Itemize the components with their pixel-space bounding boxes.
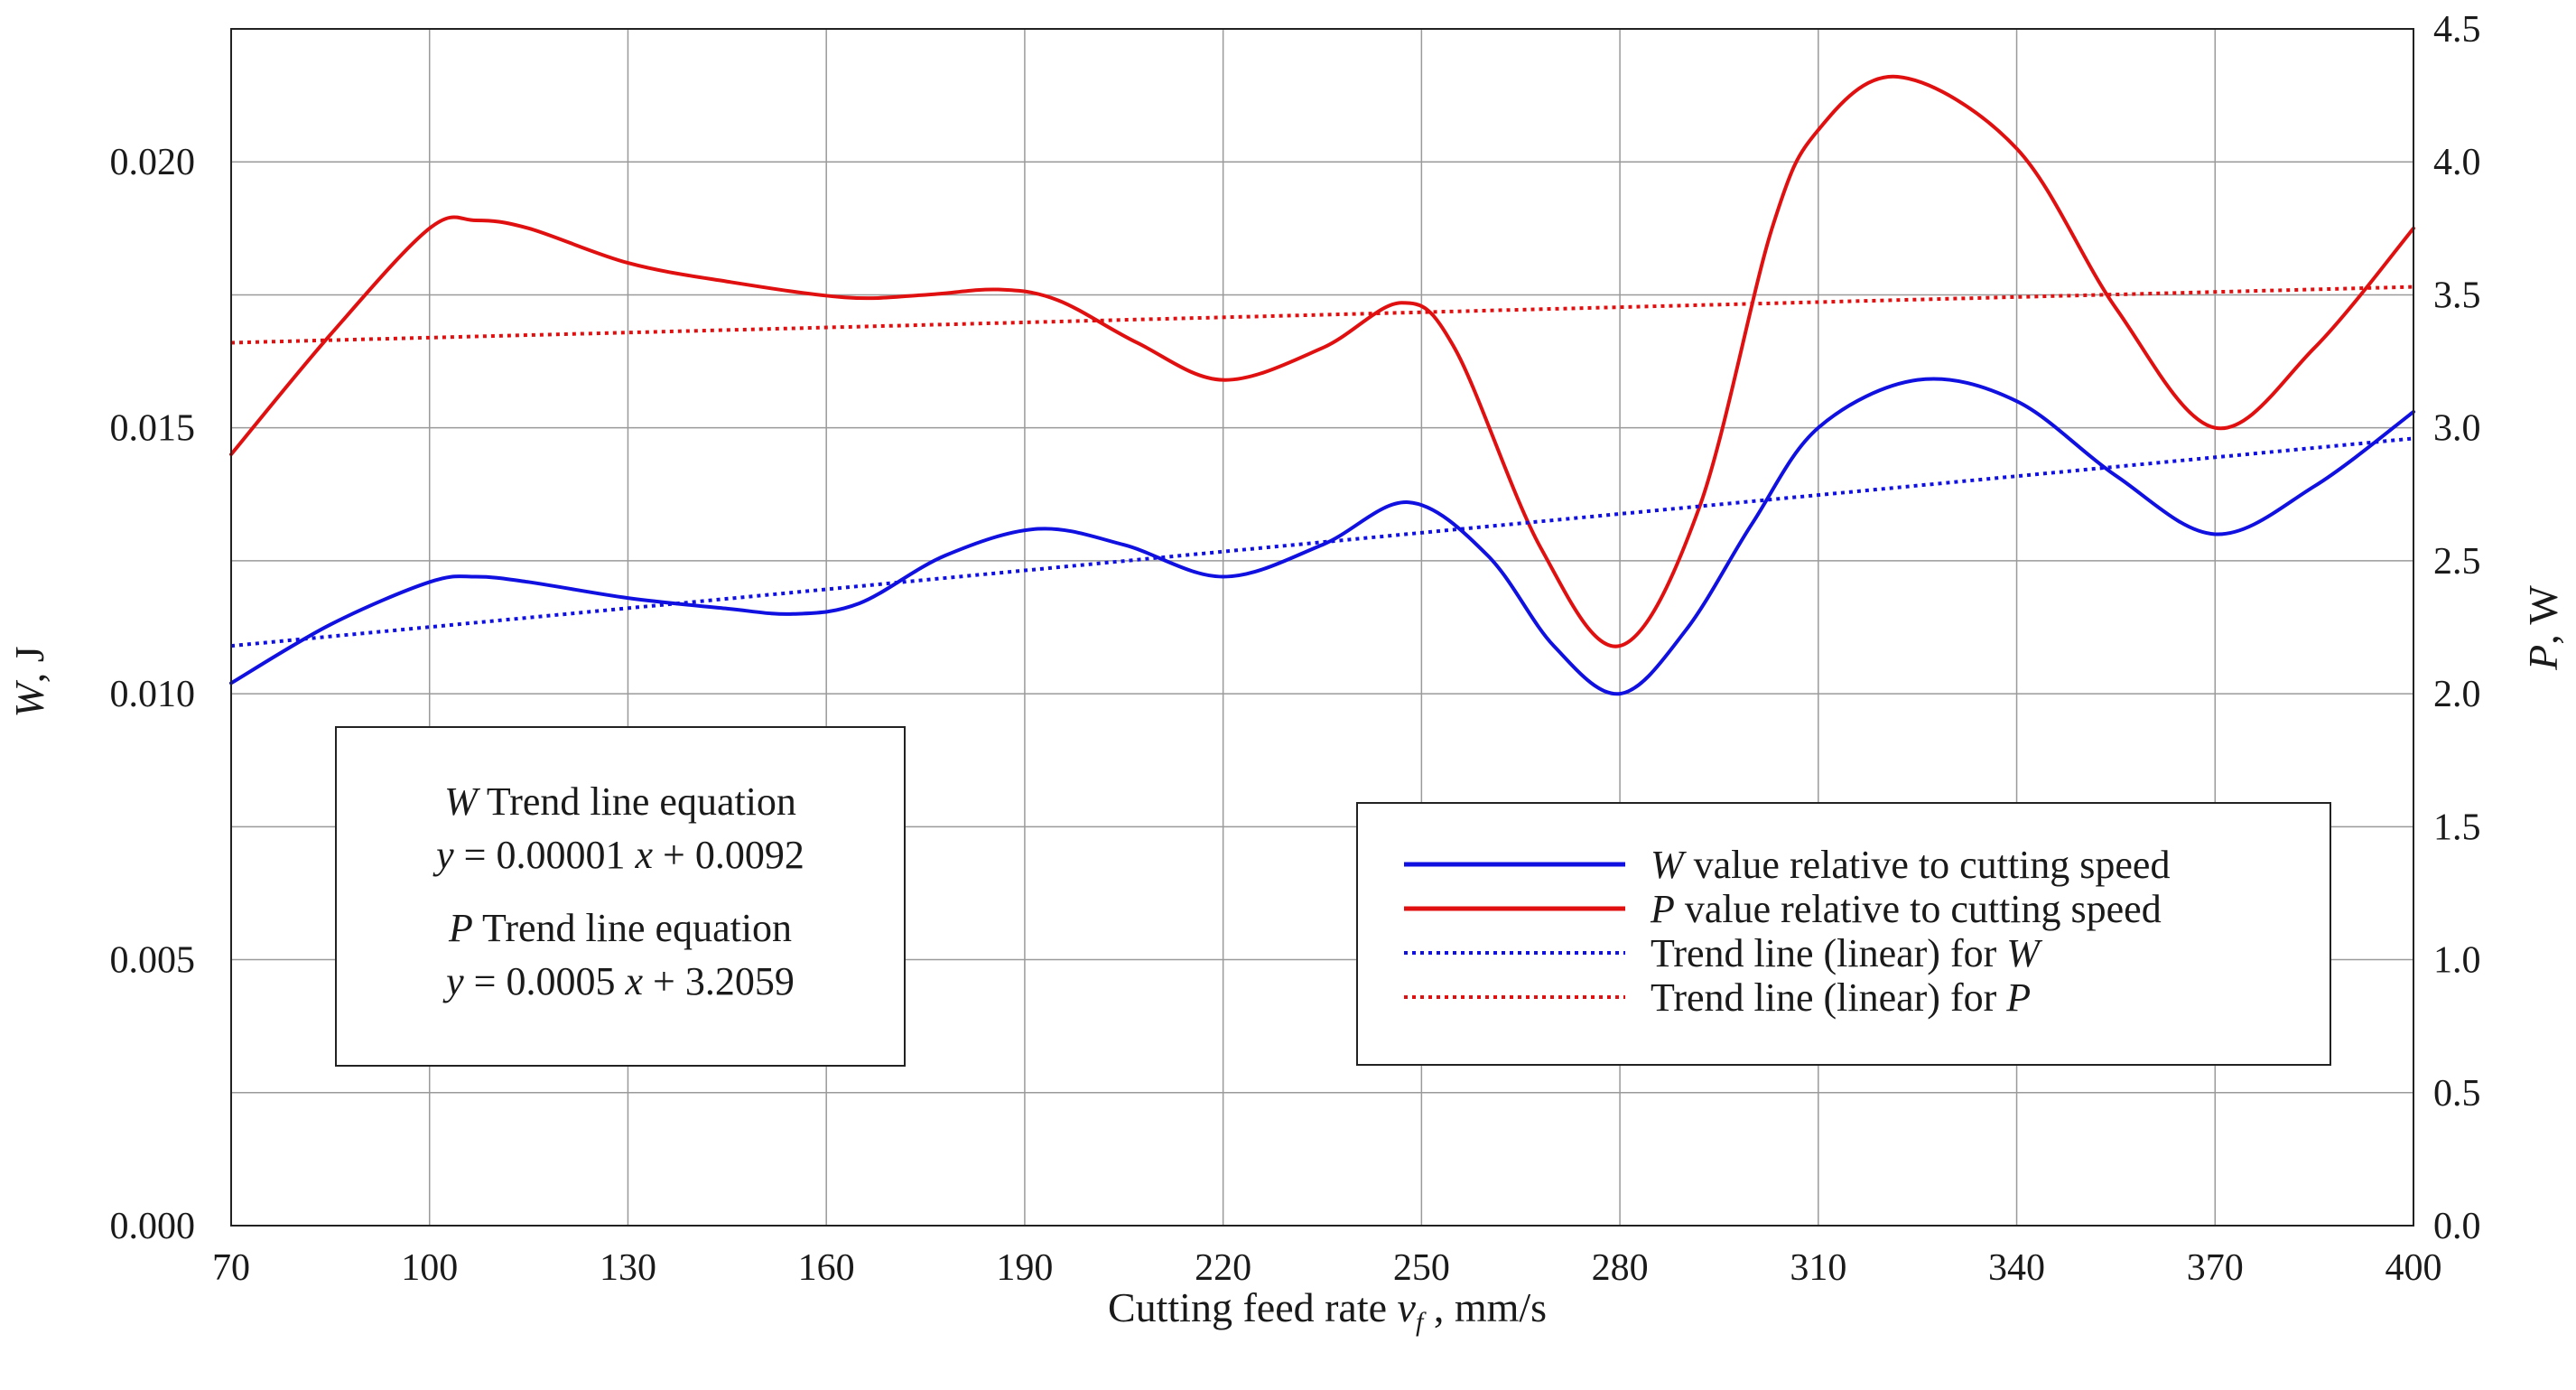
- legend-frame: [1356, 802, 2331, 1066]
- y-right-tick-label: 3.0: [2433, 408, 2481, 450]
- y-right-tick-label: 4.0: [2433, 142, 2481, 183]
- y-left-tick-label: 0.000: [110, 1206, 196, 1247]
- x-tick-label: 310: [1790, 1247, 1846, 1289]
- x-axis-title: Cutting feed rate vf , mm/s: [1108, 1284, 1547, 1337]
- y-right-tick-label: 4.5: [2433, 9, 2481, 51]
- series-w-trend-line: [230, 436, 2414, 648]
- p-equation: y = 0.0005 x + 3.2059: [442, 959, 795, 1003]
- y-right-tick-label: 2.5: [2433, 541, 2481, 583]
- y-right-tick-label: 2.0: [2433, 674, 2481, 715]
- y-left-tick-label: 0.005: [110, 940, 196, 982]
- y-left-axis-title: W, J: [6, 646, 52, 717]
- x-tick-label: 100: [401, 1247, 458, 1289]
- w-equation-title: W Trend line equation: [444, 779, 796, 824]
- x-tick-label: 280: [1592, 1247, 1649, 1289]
- y-left-ticks: 0.000 0.005 0.010 0.015 0.020: [110, 142, 196, 1247]
- x-tick-label: 250: [1393, 1247, 1450, 1289]
- y-right-tick-label: 0.0: [2433, 1206, 2481, 1247]
- trend-equation-box: W Trend line equation y = 0.00001 x + 0.…: [335, 726, 906, 1067]
- y-right-tick-label: 0.5: [2433, 1073, 2481, 1115]
- y-right-tick-label: 1.0: [2433, 940, 2481, 982]
- y-right-tick-label: 1.5: [2433, 807, 2481, 848]
- legend-label-p: P value relative to cutting speed: [1650, 887, 2162, 931]
- x-tick-label: 220: [1195, 1247, 1251, 1289]
- plot-frame: [230, 28, 2414, 1227]
- x-tick-label: 70: [212, 1247, 250, 1289]
- p-equation-title: P Trend line equation: [448, 906, 792, 950]
- x-tick-label: 400: [2385, 1247, 2442, 1289]
- series-group: [229, 74, 2415, 696]
- legend-label-w-trend: Trend line (linear) for W: [1651, 931, 2042, 975]
- x-ticks: 70 100 130 160 190 220 250 280 310 340 370 400: [212, 1247, 2442, 1289]
- series-w-line: [229, 377, 2415, 696]
- legend-label-p-trend: Trend line (linear) for P: [1651, 975, 2031, 1020]
- y-right-tick-label: 3.5: [2433, 275, 2481, 316]
- series-p-trend-line: [230, 285, 2414, 345]
- y-left-tick-label: 0.015: [110, 408, 196, 450]
- series-p-line: [229, 74, 2415, 648]
- y-right-ticks: 0.0 0.5 1.0 1.5 2.0 2.5 3.0 3.5 4.0 4.5: [2433, 9, 2481, 1247]
- x-tick-label: 190: [996, 1247, 1053, 1289]
- y-left-tick-label: 0.010: [110, 674, 196, 715]
- x-tick-label: 340: [1988, 1247, 2045, 1289]
- x-tick-label: 130: [600, 1247, 656, 1289]
- legend: W value relative to cutting speed P valu…: [1356, 802, 2331, 1066]
- legend-label-w: W value relative to cutting speed: [1651, 843, 2170, 887]
- x-tick-label: 370: [2187, 1247, 2244, 1289]
- y-left-tick-label: 0.020: [110, 142, 196, 183]
- x-tick-label: 160: [798, 1247, 855, 1289]
- trend-equation-frame: [335, 726, 906, 1067]
- w-equation: y = 0.00001 x + 0.0092: [432, 833, 804, 877]
- y-right-axis-title: P, W: [2520, 585, 2566, 671]
